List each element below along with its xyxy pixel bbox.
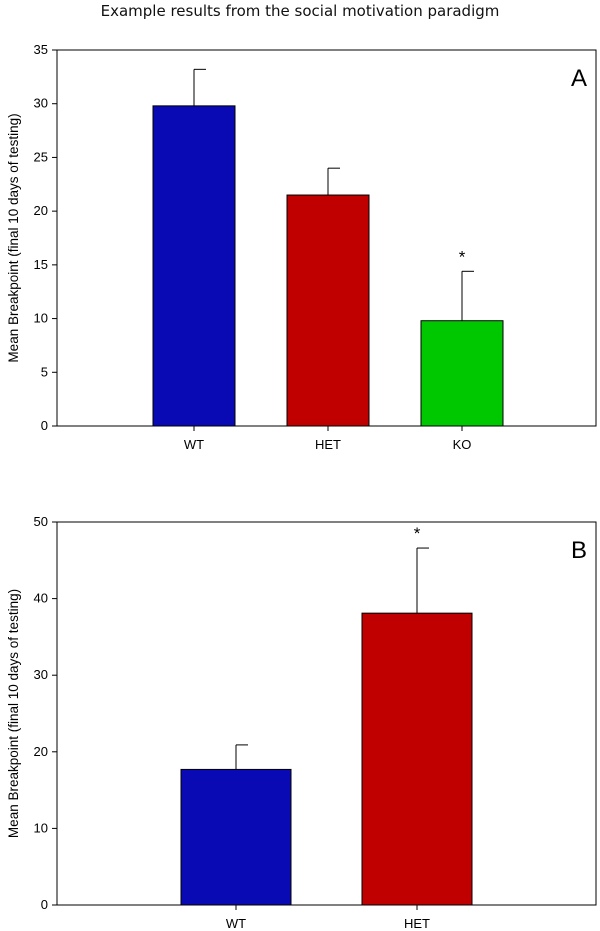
panel-label: B [571,537,587,564]
x-tick-label: WT [184,437,204,452]
y-tick-label: 0 [41,897,48,912]
plot-frame [56,521,597,906]
y-tick-label: 20 [34,744,48,759]
y-axis-label: Mean Breakpoint (final 10 days of testin… [6,113,21,362]
chart-panel-a: 0 5 10 15 20 25 30 35 Mean Breakpoint (final 10 … [6,42,597,452]
significance-marker: * [459,247,466,266]
y-tick-label: 35 [34,42,48,57]
y-tick-label: 30 [34,667,48,682]
y-tick-label: 10 [34,311,48,326]
bar-ko [420,320,504,427]
y-tick-label: 0 [41,418,48,433]
panel-label: A [571,65,587,92]
y-tick-label: 30 [34,96,48,111]
x-tick-label: KO [453,437,472,452]
y-tick-label: 15 [34,257,48,272]
chart-panel-b: 0 10 20 30 40 50 Mean Breakpoint (final 10 day… [6,514,597,931]
bar-het [286,194,370,427]
x-tick-label: HET [404,916,430,931]
page-title: Example results from the social motivati… [100,2,500,20]
bar-wt [152,105,236,427]
bar-het [361,612,473,906]
bar-wt [180,768,292,906]
y-tick-label: 5 [41,364,48,379]
y-tick-label: 20 [34,203,48,218]
y-tick-label: 25 [34,149,48,164]
y-tick-label: 10 [34,820,48,835]
x-tick-label: WT [226,916,246,931]
y-axis-label: Mean Breakpoint (final 10 days of testin… [6,589,21,838]
significance-marker: * [414,524,421,543]
y-tick-label: 50 [34,514,48,529]
y-tick-label: 40 [34,591,48,606]
x-tick-label: HET [315,437,341,452]
